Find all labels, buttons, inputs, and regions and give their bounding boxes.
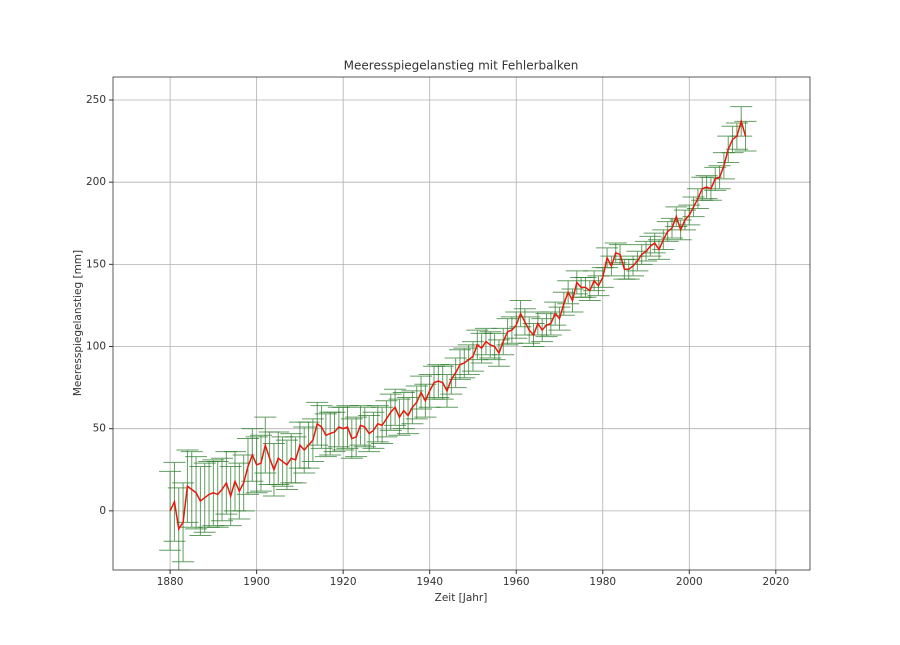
x-axis-label: Zeit [Jahr] <box>435 592 488 604</box>
x-tick-label: 2020 <box>762 576 789 588</box>
chart-title: Meeresspiegelanstieg mit Fehlerbalken <box>344 59 579 73</box>
x-tick-label: 1940 <box>416 576 443 588</box>
y-axis-label: Meeresspiegelanstieg [mm] <box>72 250 84 396</box>
x-tick-label: 1880 <box>157 576 184 588</box>
y-tick-label: 250 <box>86 94 106 106</box>
y-tick-label: 0 <box>99 505 106 517</box>
plot-frame <box>112 76 811 571</box>
y-tick-label: 50 <box>93 423 106 435</box>
y-tick-label: 100 <box>86 341 106 353</box>
data-line <box>169 118 747 531</box>
y-tick-label: 150 <box>86 258 106 270</box>
x-tick-label: 1980 <box>589 576 616 588</box>
x-tick-label: 1920 <box>330 576 357 588</box>
x-tick-label: 1900 <box>243 576 270 588</box>
x-tick-label: 2000 <box>676 576 703 588</box>
x-tick-label: 1960 <box>503 576 530 588</box>
y-tick-label: 200 <box>86 176 106 188</box>
